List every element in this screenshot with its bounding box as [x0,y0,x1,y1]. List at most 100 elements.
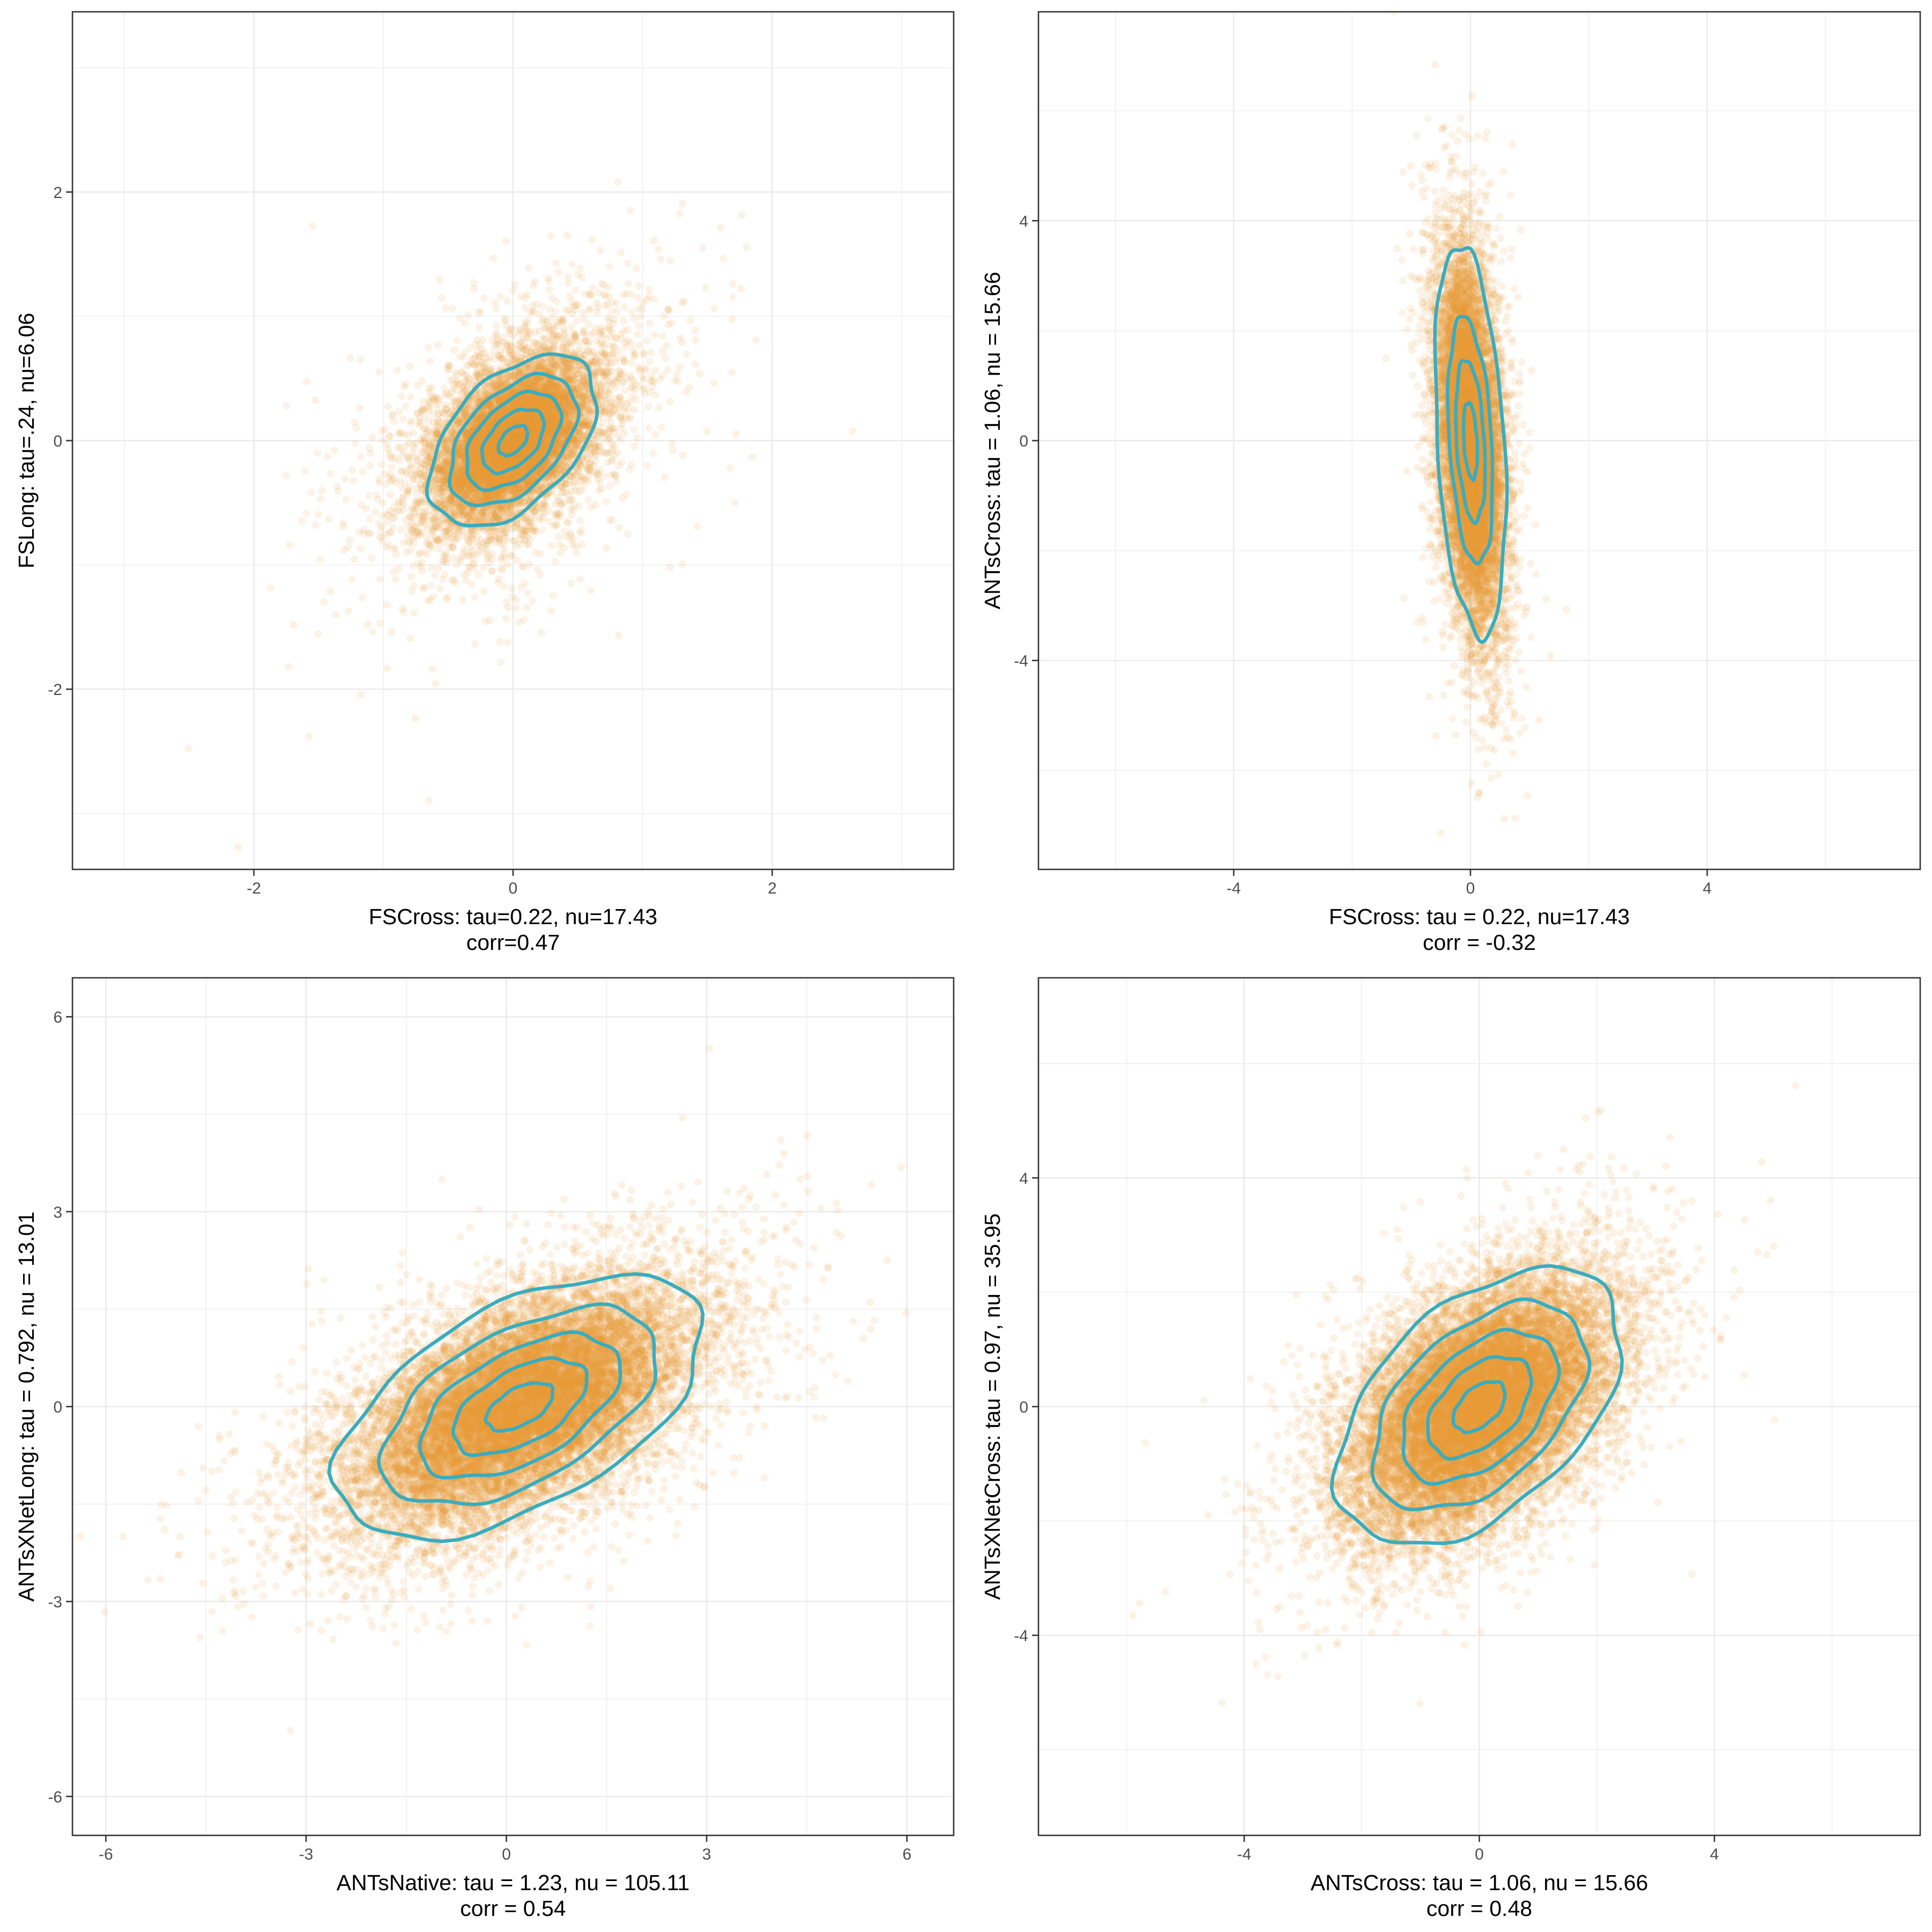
scatter-point [596,479,604,487]
scatter-point [471,457,479,465]
scatter-point [522,448,530,456]
scatter-point [572,482,580,491]
scatter-point [620,303,628,311]
scatter-point [624,280,632,288]
scatter-point [728,316,736,324]
scatter-point [494,507,502,515]
scatter-point [451,474,459,482]
scatter-point [551,419,559,427]
scatter-point [610,470,618,478]
scatter-point [676,363,684,371]
scatter-point [474,437,482,445]
scatter-point [529,429,537,437]
scatter-point [678,199,686,207]
scatter-point [555,268,563,276]
scatter-point [439,471,447,479]
scatter-point [431,571,439,579]
scatter-point [434,466,442,474]
scatter-point [728,368,736,376]
scatter-point [737,284,745,292]
scatter-point [456,419,464,427]
scatter-point [529,281,537,289]
scatter-point [508,485,516,493]
scatter-point [597,405,605,413]
scatter-point [530,423,538,431]
scatter-point [513,429,521,437]
scatter-point [441,304,449,312]
scatter-point [540,441,547,449]
scatter-point [549,591,557,599]
scatter-point [503,404,511,412]
scatter-point [726,464,734,472]
scatter-point [450,426,458,434]
scatter-point [511,471,519,479]
scatter-point [660,312,668,320]
scatter-point [439,576,447,584]
scatter-point [606,263,613,270]
scatter-point [503,474,511,482]
scatter-point [627,358,635,367]
scatter-point [453,462,462,470]
scatter-point [710,379,718,387]
scatter-point [634,330,642,338]
scatter-point [488,420,496,428]
scatter-point [643,462,651,470]
scatter-point [437,424,445,432]
scatter-point [311,521,319,529]
scatter-point [385,473,393,481]
scatter-point [631,351,639,359]
scatter-point [567,579,575,587]
scatter-point [529,459,537,467]
scatter-point [535,402,543,411]
scatter-point [499,393,507,401]
scatter-point [563,231,571,239]
scatter-point [357,501,365,509]
scatter-point [548,424,556,432]
scatter-point [481,479,489,487]
scatter-point [375,368,383,376]
scatter-point [635,282,643,290]
scatter-point [612,358,620,367]
scatter-point [471,640,479,648]
scatter-point [368,554,376,562]
scatter-point [564,339,572,347]
scatter-point [685,383,693,391]
scatter-point [480,469,488,477]
scatter-point [530,427,538,435]
scatter-point [441,472,449,480]
scatter-point [391,575,399,583]
scatter-point [536,310,544,318]
scatter-point [398,392,406,400]
scatter-point [383,601,391,609]
scatter-point [636,313,645,321]
scatter-point [514,400,522,408]
scatter-point [537,628,545,636]
scatter-point [518,409,526,418]
scatter-point [548,413,557,421]
scatter-point [526,439,535,447]
scatter-point [526,413,534,421]
scatter-point [701,284,709,292]
scatter-point [413,455,421,463]
scatter-point [561,405,569,413]
scatter-point [303,510,311,517]
scatter-point [451,475,458,484]
scatter-point [511,368,519,376]
scatter-point [526,394,534,402]
scatter-point [514,456,522,464]
scatter-point [507,415,515,423]
scatter-point [474,470,482,478]
scatter-point [679,560,687,568]
scatter-point [477,308,485,316]
scatter-point [470,455,477,463]
scatter-point [355,404,363,412]
scatter-point [449,554,457,562]
scatter-point [419,584,427,592]
scatter-point [523,415,531,423]
scatter-point [691,361,699,368]
scatter-point [666,398,674,406]
scatter-point [595,486,603,494]
scatter-point [425,343,433,352]
scatter-point [460,570,468,579]
scatter-point [584,496,592,504]
